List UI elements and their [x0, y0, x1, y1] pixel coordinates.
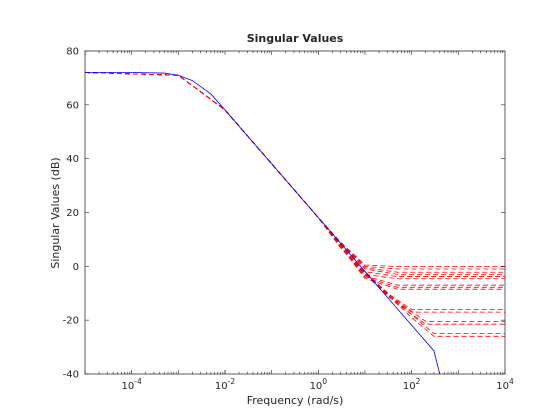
x-tick-base: 10: [215, 381, 228, 392]
y-tick-label: -40: [63, 370, 79, 381]
plot-frame: [84, 50, 506, 375]
y-tick-label: -20: [63, 316, 79, 327]
series-line-4: [85, 72, 505, 275]
series-line-9: [85, 72, 505, 290]
x-tick-exponent: 4: [509, 377, 514, 386]
axis-ticks: [84, 50, 506, 375]
x-tick-exponent: 0: [322, 377, 327, 386]
y-tick-label: 0: [73, 262, 79, 273]
x-tick-exponent: -4: [134, 377, 142, 386]
y-tick-label: 60: [66, 100, 79, 111]
series-line-11: [85, 72, 505, 313]
x-tick-label: 104: [496, 377, 514, 392]
y-tick-label: 20: [66, 208, 79, 219]
x-tick-base: 10: [122, 381, 135, 392]
x-tick-exponent: -2: [228, 377, 236, 386]
chart-title: Singular Values: [247, 32, 344, 45]
series-line-3: [85, 72, 505, 273]
x-tick-exponent: 2: [416, 377, 421, 386]
x-tick-base: 10: [310, 381, 323, 392]
series-line-12: [85, 72, 505, 322]
x-tick-label: 102: [403, 377, 421, 392]
series-line-15: [85, 72, 505, 337]
series-line-13: [85, 72, 505, 325]
y-tick-label: 80: [66, 47, 79, 58]
x-axis-label: Frequency (rad/s): [247, 394, 344, 407]
series-line-2: [85, 72, 505, 270]
series-line-5: [85, 72, 505, 277]
series-line-1: [85, 72, 505, 268]
x-tick-base: 10: [496, 381, 509, 392]
series-line-14: [85, 72, 505, 335]
series-line-7: [85, 72, 505, 286]
x-tick-label: 100: [310, 377, 328, 392]
y-axis-label: Singular Values (dB): [49, 157, 62, 268]
series-line-0: [85, 72, 441, 374]
series-line-8: [85, 72, 505, 288]
series-line-6: [85, 72, 505, 280]
x-tick-label: 10-4: [122, 377, 142, 392]
x-tick-base: 10: [403, 381, 416, 392]
x-tick-label: 10-2: [215, 377, 235, 392]
plot-lines: [85, 72, 505, 374]
y-tick-label: 40: [66, 154, 79, 165]
